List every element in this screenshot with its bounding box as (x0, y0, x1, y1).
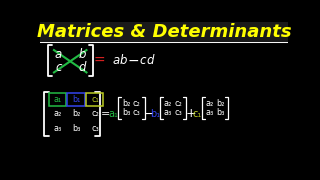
Text: −: − (143, 107, 154, 120)
Bar (49, 93, 66, 106)
Text: a₂: a₂ (54, 109, 62, 118)
Text: =: = (93, 54, 105, 68)
Text: d: d (146, 54, 154, 67)
Text: Matrices & Determinants: Matrices & Determinants (37, 23, 291, 41)
Text: b: b (119, 54, 127, 67)
Text: a₁: a₁ (109, 109, 119, 119)
Text: −: − (127, 54, 139, 68)
Text: a₃: a₃ (54, 124, 62, 133)
Text: c₁: c₁ (91, 95, 99, 104)
Text: b₁: b₁ (150, 109, 161, 119)
Text: b₂: b₂ (216, 99, 225, 108)
Text: c₃: c₃ (91, 124, 99, 133)
Bar (40, 22, 288, 42)
Text: +: + (186, 107, 196, 120)
Text: b: b (78, 48, 86, 61)
Text: b₃: b₃ (122, 108, 130, 117)
Text: c₁: c₁ (193, 109, 202, 119)
Bar (67, 93, 85, 106)
Text: c₂: c₂ (133, 99, 140, 108)
Text: b₂: b₂ (122, 99, 130, 108)
Text: c: c (55, 61, 62, 74)
Text: a₂: a₂ (164, 99, 172, 108)
Text: b₂: b₂ (72, 109, 81, 118)
Bar (86, 93, 103, 106)
Text: b₃: b₃ (72, 124, 81, 133)
Text: =: = (100, 109, 110, 119)
Text: c₂: c₂ (175, 99, 182, 108)
Text: c₃: c₃ (175, 108, 182, 117)
Text: a₁: a₁ (54, 95, 62, 104)
Text: a: a (55, 48, 62, 61)
Text: b₃: b₃ (216, 108, 225, 117)
Text: a₃: a₃ (164, 108, 172, 117)
Text: d: d (78, 61, 86, 74)
Text: c₃: c₃ (133, 108, 140, 117)
Text: a: a (112, 54, 120, 67)
Text: a₂: a₂ (206, 99, 214, 108)
Text: a₃: a₃ (206, 108, 214, 117)
Text: b₁: b₁ (72, 95, 81, 104)
Text: c: c (140, 54, 146, 67)
Text: c₂: c₂ (91, 109, 99, 118)
